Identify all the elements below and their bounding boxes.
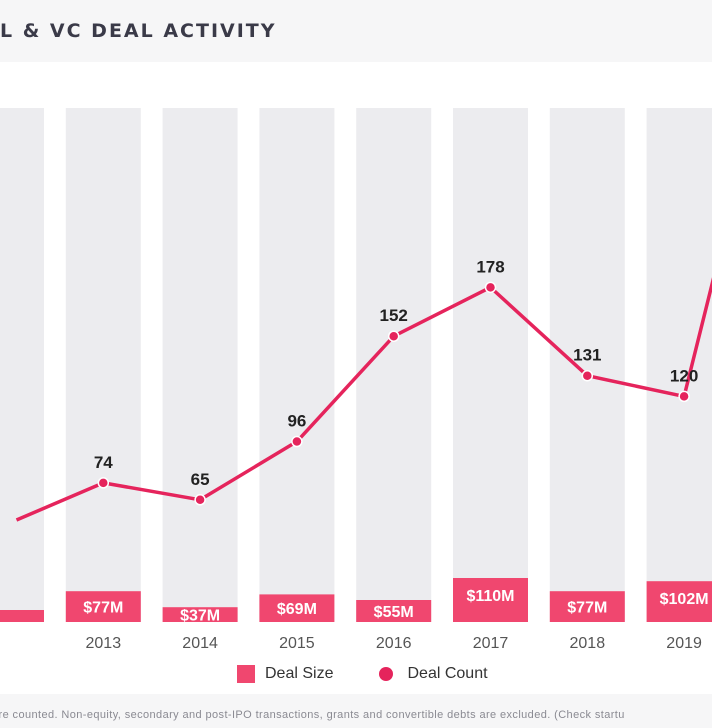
deal-size-bar xyxy=(453,578,528,622)
chart-plot: $77M $37M $69M $55M $110M $77M $102M 74 65 96 152 1… xyxy=(0,108,712,652)
deal-size-label: $110M xyxy=(466,588,514,605)
deal-size-bar xyxy=(646,581,712,622)
deal-size-bar xyxy=(162,607,238,622)
deal-count-point xyxy=(97,477,110,489)
chart-header: L & VC DEAL ACTIVITY xyxy=(0,0,712,62)
deal-size-label: $37M xyxy=(180,608,220,625)
column-background xyxy=(259,108,335,622)
column-background xyxy=(549,108,625,622)
deal-size-label: $77M xyxy=(83,600,123,617)
deal-size-label: $77M xyxy=(567,600,607,617)
footnote-text: are counted. Non-equity, secondary and p… xyxy=(0,709,625,721)
deal-count-point xyxy=(484,281,497,294)
legend-label-deal-size: Deal Size xyxy=(265,665,334,682)
deal-count-point xyxy=(291,435,303,448)
x-tick-label: 2017 xyxy=(473,635,509,652)
deal-count-point xyxy=(194,494,206,506)
legend-swatch-deal-count xyxy=(375,667,397,681)
column-background xyxy=(453,108,528,622)
deal-count-label: 65 xyxy=(191,470,210,489)
legend-swatch-deal-size xyxy=(237,665,255,683)
x-tick-label: 2016 xyxy=(376,635,412,652)
column-background xyxy=(646,108,712,622)
deal-size-bar xyxy=(356,600,432,622)
x-tick-label: 2014 xyxy=(182,635,218,652)
deal-size-bar-edge xyxy=(0,610,44,622)
x-tick-label: 2019 xyxy=(666,635,702,652)
deal-count-label: 120 xyxy=(670,366,698,385)
legend-label-deal-count: Deal Count xyxy=(407,665,488,682)
deal-count-point xyxy=(678,390,690,403)
column-background xyxy=(65,108,141,622)
x-tick-label: 2018 xyxy=(570,635,606,652)
footnote-bar: are counted. Non-equity, secondary and p… xyxy=(0,694,712,728)
deal-size-label: $69M xyxy=(277,601,317,618)
column-background xyxy=(162,108,238,622)
deal-count-label: 96 xyxy=(287,412,306,431)
deal-count-label: 178 xyxy=(476,257,504,276)
deal-size-bar xyxy=(549,591,625,622)
column-background xyxy=(0,108,44,622)
deal-size-label: $102M xyxy=(660,591,709,608)
deal-size-label: $55M xyxy=(374,604,414,621)
legend-item-deal-size: Deal Size xyxy=(237,665,333,683)
deal-count-point xyxy=(581,369,594,382)
chart-legend: Deal Size Deal Count xyxy=(237,665,524,683)
deal-count-label: 131 xyxy=(573,346,601,365)
deal-size-bar xyxy=(65,591,141,622)
legend-item-deal-count: Deal Count xyxy=(375,665,488,683)
deal-count-label: 152 xyxy=(380,306,408,325)
deal-count-label: 74 xyxy=(94,453,113,472)
chart-title: L & VC DEAL ACTIVITY xyxy=(0,20,277,42)
deal-size-bar xyxy=(259,594,335,622)
x-tick-label: 2013 xyxy=(86,635,122,652)
x-tick-label: 2015 xyxy=(279,635,315,652)
deal-count-point xyxy=(387,330,400,342)
